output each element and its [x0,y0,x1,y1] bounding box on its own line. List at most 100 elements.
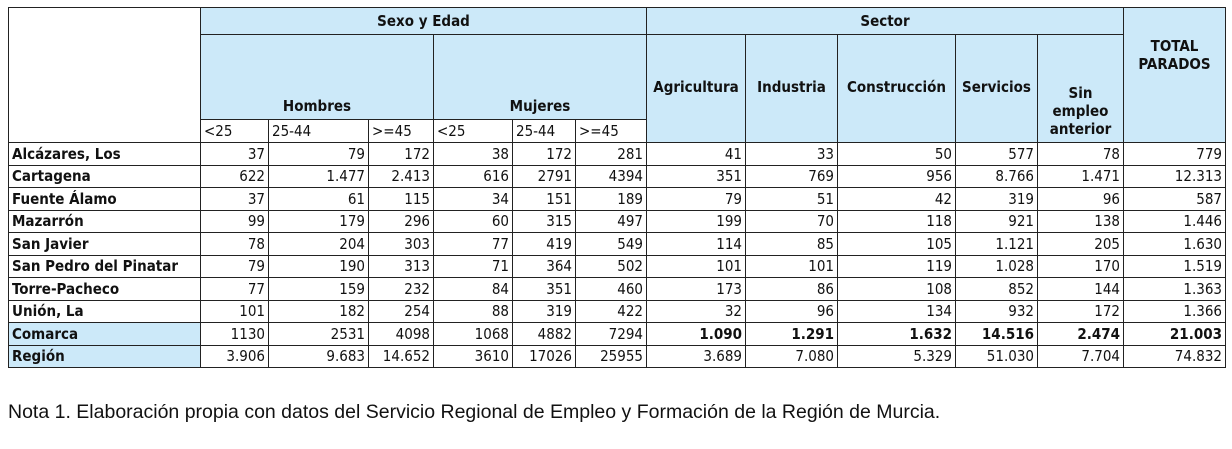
table-cell: 1.477 [268,164,369,188]
table-cell: 9.683 [268,344,369,368]
table-cell: 101 [200,299,269,323]
table-cell: 4882 [512,322,576,346]
table-cell: 70 [745,209,838,233]
table-cell: 60 [433,209,513,233]
table-cell: 134 [837,299,956,323]
table-cell: 77 [433,232,513,256]
table-cell: 351 [512,277,576,301]
table-cell: 14.652 [368,344,434,368]
table-cell: 497 [575,209,647,233]
table-cell: 303 [368,232,434,256]
table-cell: 616 [433,164,513,188]
table-cell: 17026 [512,344,576,368]
table-cell: 14.516 [955,322,1038,346]
table-cell: 79 [646,187,746,211]
table-cell: 1.090 [646,322,746,346]
table-cell: 79 [268,142,369,166]
age-header: >=45 [368,119,434,143]
row-label: Torre-Pacheco [8,277,201,301]
table-cell: 2.413 [368,164,434,188]
table-cell: 25955 [575,344,647,368]
table-row: San Javier 78 204 303 77 419 549 114 85 105 1.121 2… [8,232,1226,256]
table-cell: 779 [1123,142,1226,166]
table-cell: 419 [512,232,576,256]
table-cell: 119 [837,254,956,278]
header-agricultura: Agricultura [646,34,746,143]
table-cell: 172 [512,142,576,166]
table-cell: 159 [268,277,369,301]
table-cell: 101 [646,254,746,278]
age-header: >=45 [575,119,647,143]
header-sin-empleo: Sin empleo anterior [1037,34,1124,143]
table-note: Nota 1. Elaboración propia con datos del… [8,401,941,423]
table-cell: 38 [433,142,513,166]
table-cell: 74.832 [1123,344,1226,368]
table-cell: 42 [837,187,956,211]
age-header: <25 [433,119,513,143]
table-cell: 587 [1123,187,1226,211]
table-cell: 199 [646,209,746,233]
table-cell: 88 [433,299,513,323]
table-cell: 190 [268,254,369,278]
table-cell: 549 [575,232,647,256]
table-cell: 1.121 [955,232,1038,256]
table-cell: 1.471 [1037,164,1124,188]
table-row: San Pedro del Pinatar 79 190 313 71 364 502 101… [8,254,1226,278]
table-cell: 932 [955,299,1038,323]
table-cell: 8.766 [955,164,1038,188]
table-row: Mazarrón 99 179 296 60 315 497 199 70 118 921 138 1.… [8,209,1226,233]
table-cell: 852 [955,277,1038,301]
group-header-sector: Sector [646,7,1124,35]
table-cell: 34 [433,187,513,211]
table-cell: 364 [512,254,576,278]
table-cell: 105 [837,232,956,256]
row-label: Alcázares, Los [8,142,201,166]
table-cell: 205 [1037,232,1124,256]
header-construccion: Construcción [837,34,956,143]
table-cell: 32 [646,299,746,323]
table-cell: 460 [575,277,647,301]
table-cell: 1.446 [1123,209,1226,233]
table-cell: 5.329 [837,344,956,368]
table-cell: 254 [368,299,434,323]
table-cell: 21.003 [1123,322,1226,346]
table-cell: 7294 [575,322,647,346]
table-cell: 1.028 [955,254,1038,278]
table-cell: 1.630 [1123,232,1226,256]
row-label: Región [8,344,201,368]
header-hombres: Hombres [200,34,434,120]
table-cell: 12.313 [1123,164,1226,188]
table-row: Unión, La 101 182 254 88 319 422 32 96 134 932 172 1… [8,299,1226,323]
table-cell: 296 [368,209,434,233]
table-cell: 7.080 [745,344,838,368]
age-header: 25-44 [512,119,576,143]
table-cell: 108 [837,277,956,301]
table-cell: 1.366 [1123,299,1226,323]
table-cell: 2791 [512,164,576,188]
table-cell: 37 [200,142,269,166]
table-cell: 50 [837,142,956,166]
table-cell: 4394 [575,164,647,188]
table-cell: 101 [745,254,838,278]
table-cell: 769 [745,164,838,188]
table-cell: 33 [745,142,838,166]
table-cell: 172 [368,142,434,166]
row-label: San Pedro del Pinatar [8,254,201,278]
table-row: Alcázares, Los 37 79 172 38 172 281 41 33 50 577 78… [8,142,1226,166]
table-cell: 577 [955,142,1038,166]
table-cell: 61 [268,187,369,211]
table-cell: 96 [745,299,838,323]
table-cell: 79 [200,254,269,278]
table-cell: 51.030 [955,344,1038,368]
row-label: Unión, La [8,299,201,323]
table-cell: 71 [433,254,513,278]
table-cell: 85 [745,232,838,256]
table-cell: 170 [1037,254,1124,278]
table-cell: 84 [433,277,513,301]
row-label: Cartagena [8,164,201,188]
table-body: Alcázares, Los 37 79 172 38 172 281 41 33 50 577 78… [8,142,1226,368]
table-cell: 7.704 [1037,344,1124,368]
table-cell: 99 [200,209,269,233]
table-cell: 172 [1037,299,1124,323]
table-cell: 1.363 [1123,277,1226,301]
